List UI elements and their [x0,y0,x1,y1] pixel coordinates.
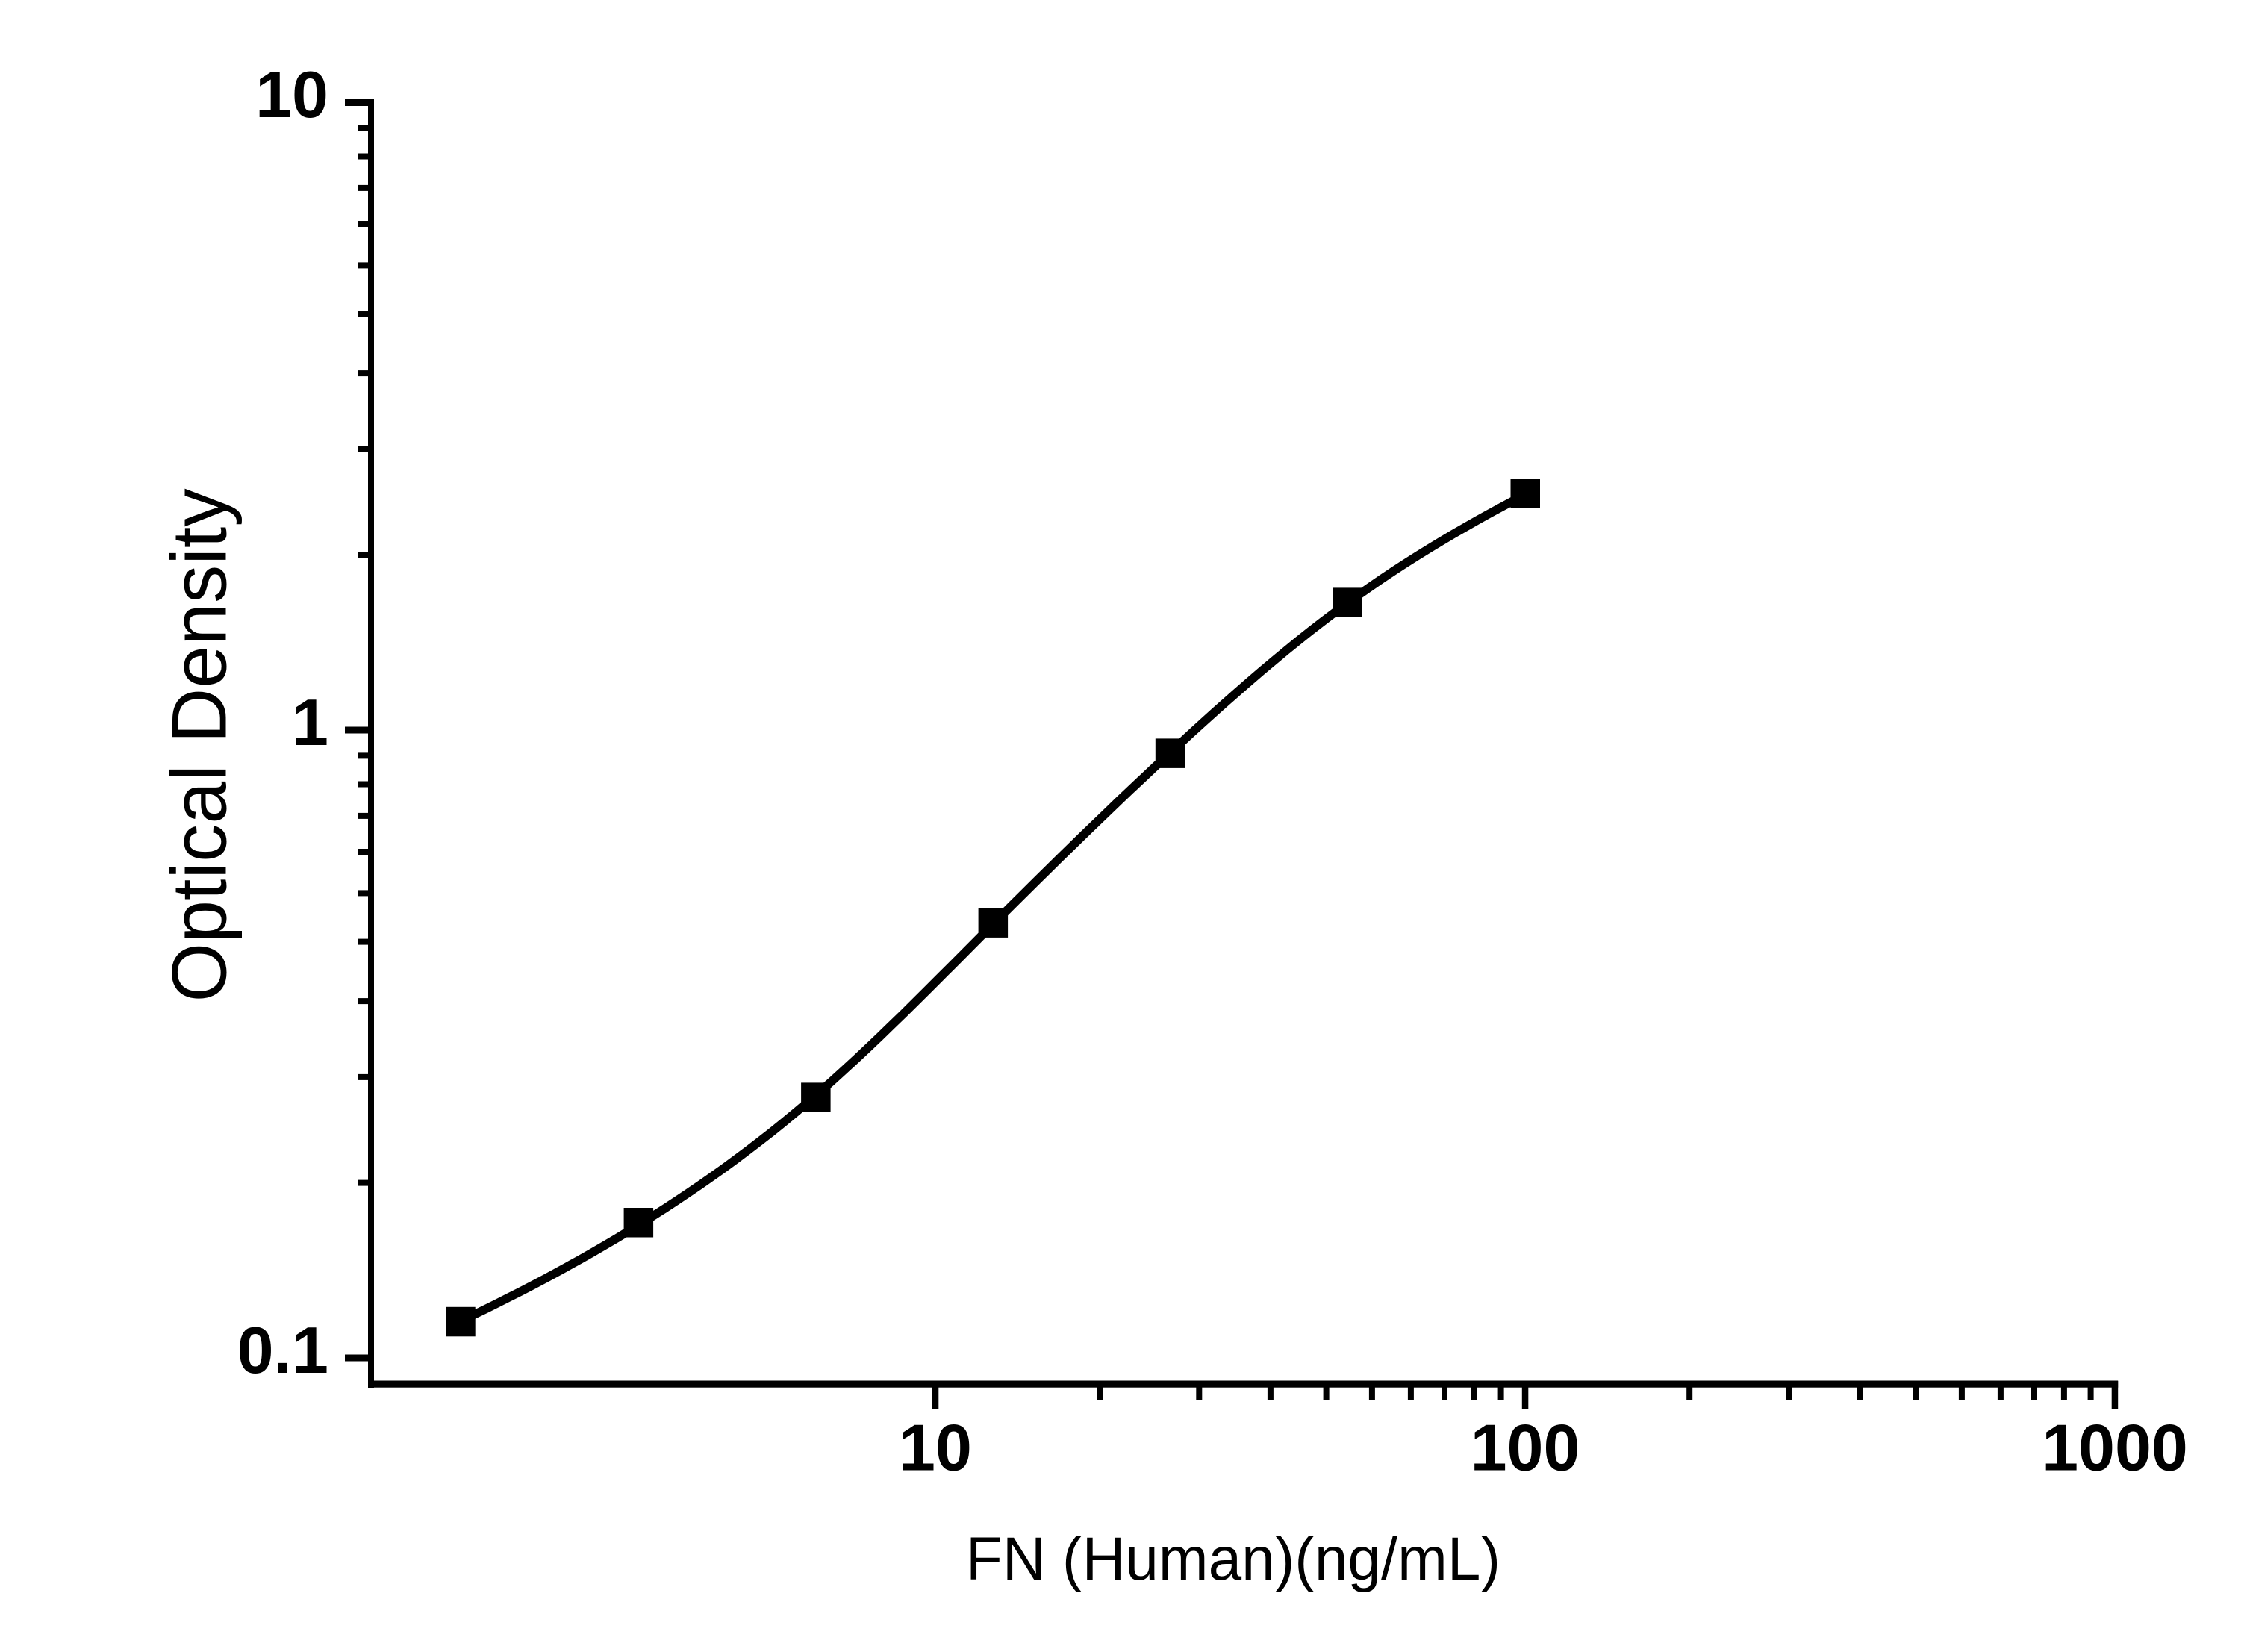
svg-text:100: 100 [1471,1411,1580,1485]
svg-text:0.1: 0.1 [237,1313,328,1387]
svg-text:10: 10 [899,1411,972,1485]
svg-text:FN (Human)(ng/mL): FN (Human)(ng/mL) [966,1525,1500,1593]
svg-text:Optical Density: Optical Density [156,489,243,1003]
svg-text:10: 10 [255,57,328,131]
svg-text:1000: 1000 [2042,1411,2188,1485]
svg-text:1: 1 [292,685,328,759]
